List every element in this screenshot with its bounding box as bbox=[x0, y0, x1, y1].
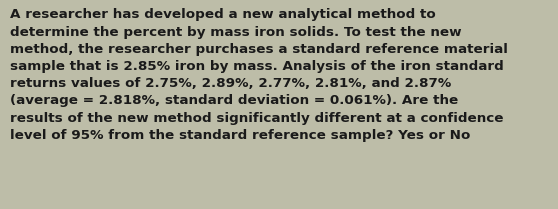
Text: A researcher has developed a new analytical method to
determine the percent by m: A researcher has developed a new analyti… bbox=[10, 8, 508, 142]
